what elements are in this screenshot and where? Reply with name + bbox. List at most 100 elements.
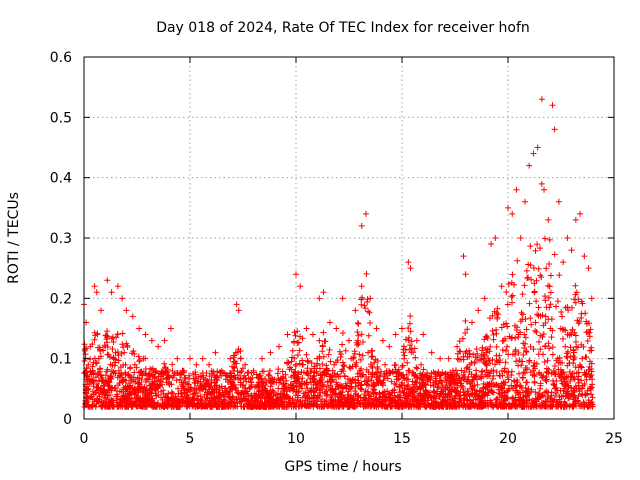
roti-point [493, 368, 500, 375]
roti-point [238, 403, 245, 410]
roti-point [351, 388, 358, 395]
roti-point [313, 386, 320, 393]
roti-point [215, 395, 222, 402]
roti-point [197, 397, 204, 404]
roti-point [328, 378, 335, 385]
roti-point [494, 305, 501, 312]
roti-point [575, 320, 582, 327]
roti-point [526, 396, 533, 403]
roti-point [535, 338, 542, 345]
roti-point [515, 362, 522, 369]
roti-point [142, 365, 149, 372]
roti-point [472, 354, 479, 361]
roti-point [352, 392, 359, 399]
roti-point [123, 307, 130, 314]
roti-point [401, 355, 408, 362]
roti-point [540, 331, 547, 338]
roti-point [488, 241, 495, 248]
roti-point [119, 379, 126, 386]
roti-point [314, 362, 321, 369]
roti-point [582, 354, 589, 361]
roti-point [316, 337, 323, 344]
roti-point [534, 241, 541, 248]
roti-point [194, 403, 201, 410]
roti-point [537, 382, 544, 389]
roti-point [238, 368, 245, 375]
roti-point [295, 388, 302, 395]
roti-point [393, 382, 400, 389]
roti-point [588, 398, 595, 405]
roti-point [83, 365, 90, 372]
roti-point [362, 210, 369, 217]
roti-point [122, 383, 129, 390]
roti-point [208, 376, 215, 383]
roti-point [370, 398, 377, 405]
roti-point [89, 367, 96, 374]
roti-point [533, 329, 540, 336]
roti-point [329, 403, 336, 410]
roti-point [402, 394, 409, 401]
roti-point [530, 265, 537, 272]
roti-point [312, 398, 319, 405]
roti-point [546, 260, 553, 267]
roti-point [122, 361, 129, 368]
roti-point [464, 388, 471, 395]
roti-point [545, 340, 552, 347]
roti-point [173, 396, 180, 403]
roti-point [459, 335, 466, 342]
roti-point [233, 301, 240, 308]
roti-point [180, 367, 187, 374]
roti-point [399, 362, 406, 369]
roti-point [119, 341, 126, 348]
roti-point [357, 385, 364, 392]
roti-point [88, 378, 95, 385]
roti-point [237, 347, 244, 354]
roti-point [136, 325, 143, 332]
roti-point [502, 359, 509, 366]
roti-point [316, 295, 323, 302]
roti-point [556, 354, 563, 361]
roti-point [579, 382, 586, 389]
roti-point [499, 385, 506, 392]
roti-point [195, 400, 202, 407]
roti-point [585, 367, 592, 374]
roti-point [568, 331, 575, 338]
roti-point [533, 298, 540, 305]
roti-point [365, 369, 372, 376]
roti-point [294, 328, 301, 335]
roti-point [542, 320, 549, 327]
roti-point [267, 403, 274, 410]
roti-point [416, 379, 423, 386]
roti-point [310, 388, 317, 395]
roti-point [95, 344, 102, 351]
roti-point [245, 393, 252, 400]
roti-point [589, 376, 596, 383]
roti-point [199, 355, 206, 362]
roti-point [378, 379, 385, 386]
roti-point [404, 359, 411, 366]
roti-point [128, 403, 135, 410]
roti-point [279, 395, 286, 402]
roti-point [110, 334, 117, 341]
roti-point [361, 302, 368, 309]
roti-point [125, 400, 132, 407]
roti-point [456, 338, 463, 345]
roti-point [449, 403, 456, 410]
roti-point [339, 341, 346, 348]
roti-point [454, 350, 461, 357]
roti-point [275, 375, 282, 382]
roti-point [367, 295, 374, 302]
roti-point [136, 357, 143, 364]
roti-point [296, 347, 303, 354]
roti-point [118, 399, 125, 406]
roti-point [325, 351, 332, 358]
roti-point [519, 374, 526, 381]
roti-point [310, 375, 317, 382]
roti-point [448, 371, 455, 378]
roti-point [575, 369, 582, 376]
roti-point [284, 331, 291, 338]
roti-point [197, 378, 204, 385]
roti-point [199, 402, 206, 409]
roti-point [501, 368, 508, 375]
roti-point [497, 373, 504, 380]
